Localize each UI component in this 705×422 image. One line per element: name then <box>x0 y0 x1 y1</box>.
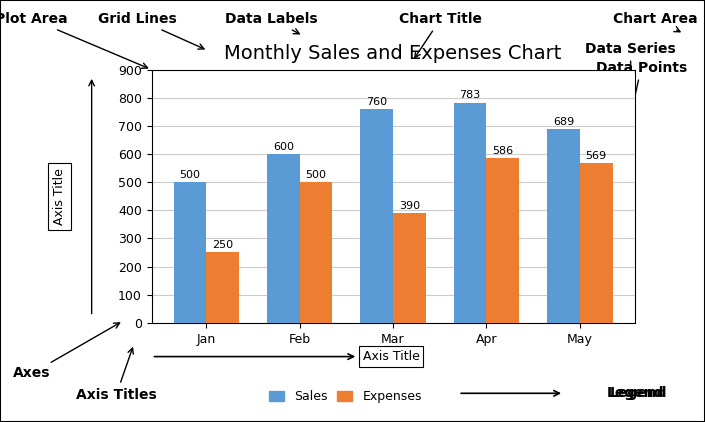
Text: Legend: Legend <box>606 386 664 400</box>
Text: Axes: Axes <box>13 323 120 381</box>
Text: Plot Area: Plot Area <box>0 12 147 68</box>
Text: 586: 586 <box>492 146 513 156</box>
Text: 783: 783 <box>460 90 481 100</box>
Bar <box>300 182 332 323</box>
Text: Grid Lines: Grid Lines <box>98 12 204 49</box>
Bar <box>267 154 300 323</box>
Text: Legend: Legend <box>610 386 668 400</box>
Text: Data Series: Data Series <box>585 41 676 97</box>
Bar <box>486 158 519 323</box>
Text: Chart Area: Chart Area <box>613 12 698 32</box>
Text: Data Labels: Data Labels <box>225 12 318 34</box>
Title: Monthly Sales and Expenses Chart: Monthly Sales and Expenses Chart <box>224 43 562 62</box>
Text: Axis Title: Axis Title <box>363 350 419 363</box>
Text: Axis Titles: Axis Titles <box>76 348 157 402</box>
Bar <box>207 252 239 323</box>
Text: Axis Title: Axis Title <box>54 168 66 225</box>
Bar <box>580 163 613 323</box>
Text: Chart Title: Chart Title <box>399 12 482 57</box>
Legend: Sales, Expenses: Sales, Expenses <box>269 390 422 403</box>
Text: 500: 500 <box>179 170 200 180</box>
Bar <box>393 213 426 323</box>
Text: 390: 390 <box>399 201 420 211</box>
Text: 760: 760 <box>366 97 387 107</box>
Bar <box>360 109 393 323</box>
Text: 689: 689 <box>553 117 574 127</box>
Bar <box>173 182 207 323</box>
Text: 569: 569 <box>586 151 607 160</box>
Text: 600: 600 <box>273 142 294 152</box>
Text: 500: 500 <box>305 170 326 180</box>
Text: Data Points: Data Points <box>596 60 687 156</box>
Bar <box>454 103 486 323</box>
Bar <box>547 129 580 323</box>
Text: 250: 250 <box>212 240 233 250</box>
